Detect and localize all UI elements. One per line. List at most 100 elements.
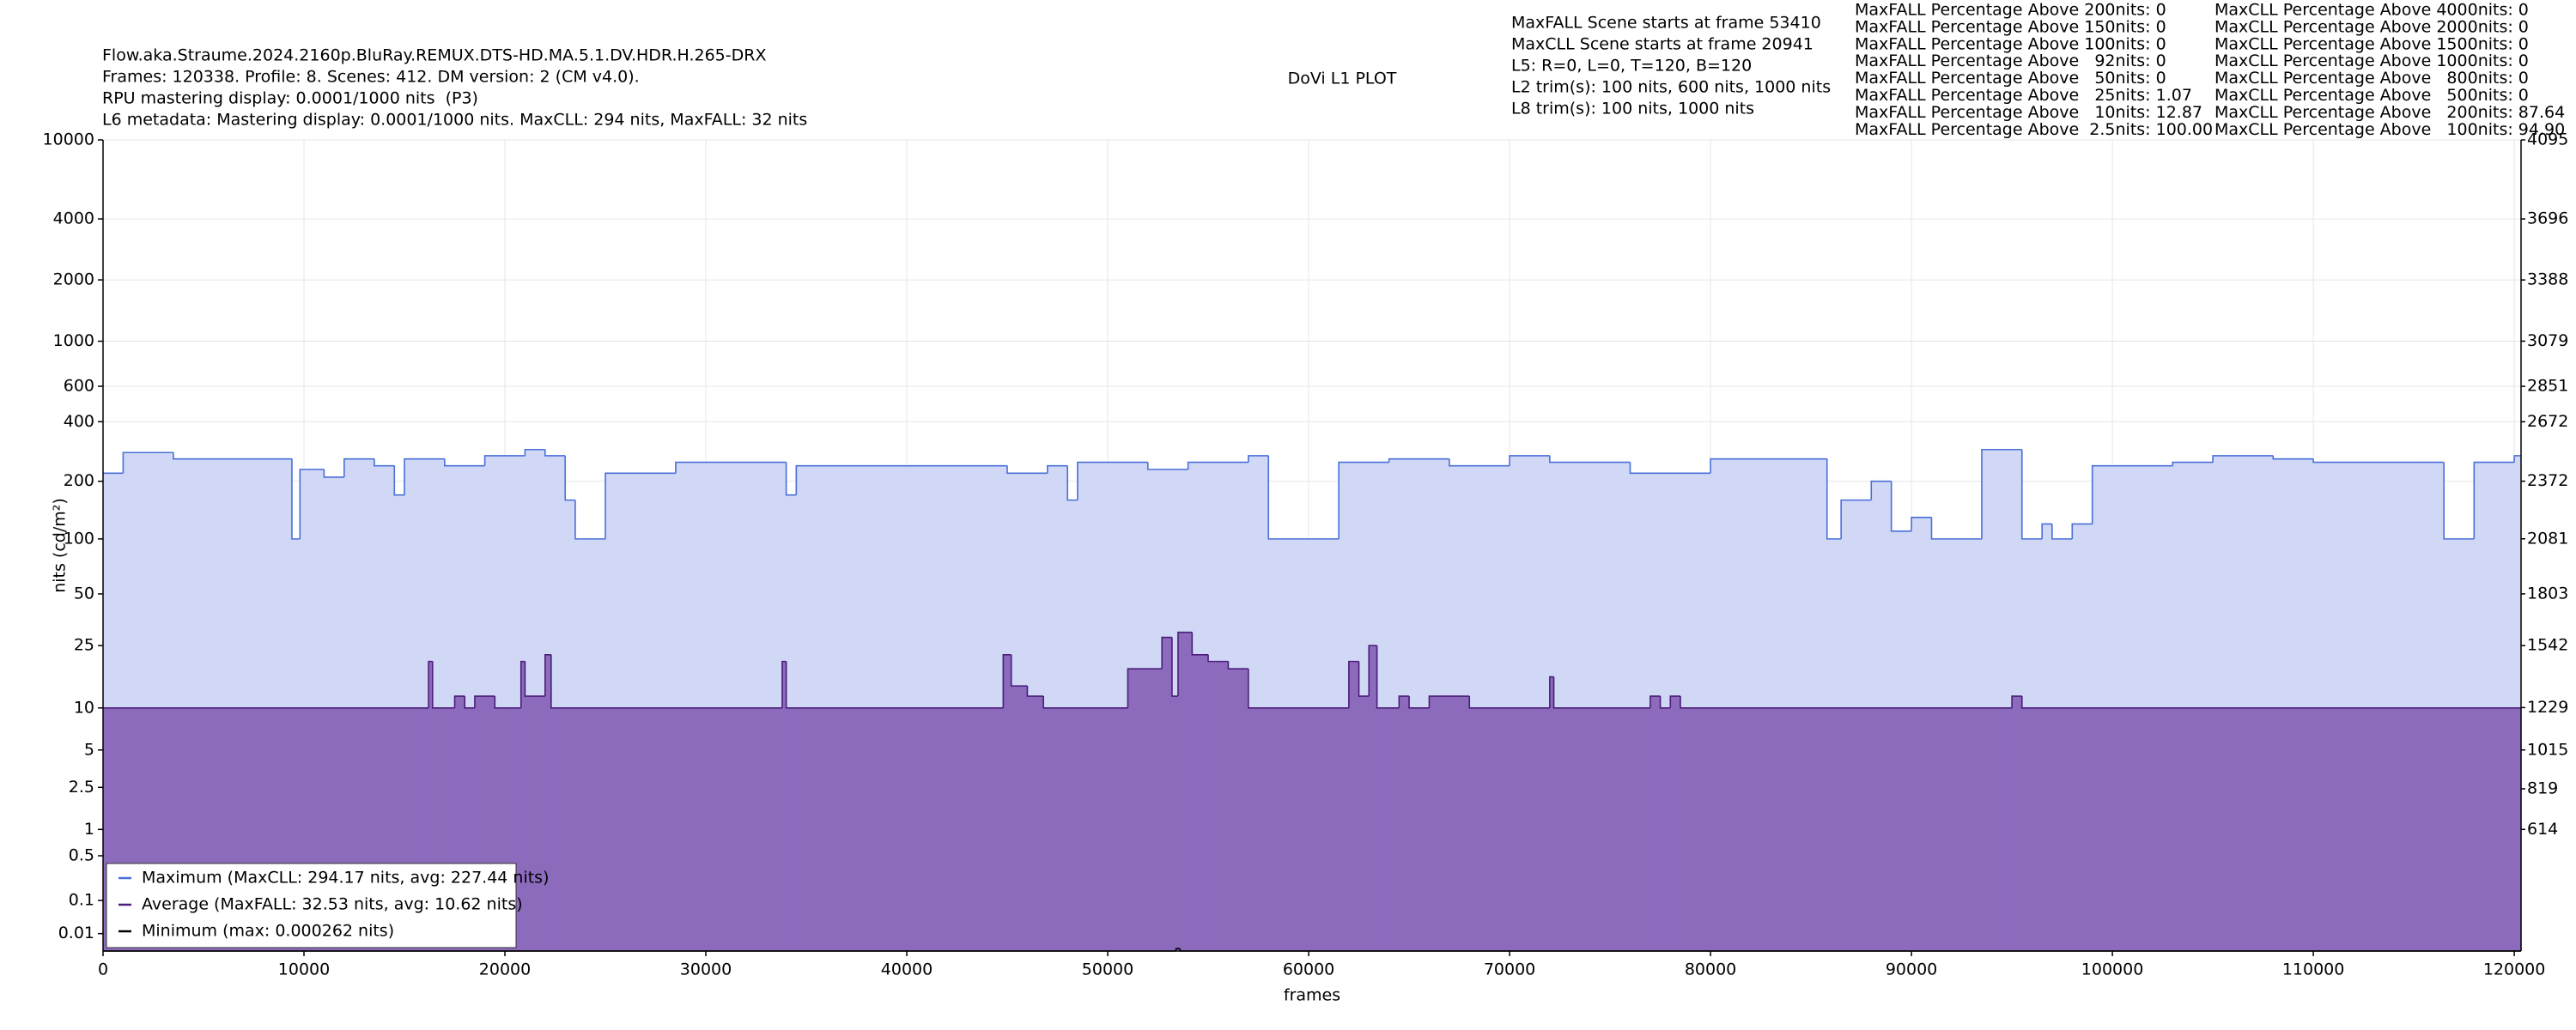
step-area [1358, 696, 1370, 951]
x-tick-label: 40000 [881, 960, 933, 979]
step-line [2020, 696, 2521, 709]
maxfall-percentage: MaxFALL Percentage Above 25nits: 1.07 [1855, 86, 2192, 105]
step-line [323, 469, 344, 478]
step-line [795, 464, 908, 495]
y2-tick-label: 2672 [2527, 412, 2568, 431]
step-line [2513, 455, 2521, 463]
chart-title: DoVi L1 PLOT [1288, 70, 1397, 88]
x-tick-label: 70000 [1484, 960, 1535, 979]
step-area [786, 707, 1004, 951]
step-line [1680, 696, 2013, 709]
step-line [1398, 695, 1410, 708]
maxcll-percentage: MaxCLL Percentage Above 200nits: 87.64 [2215, 103, 2565, 122]
step-line [1010, 654, 1028, 687]
step-line [1449, 458, 1510, 467]
step-line [1042, 696, 1128, 709]
y-tick-label: 400 [64, 412, 94, 431]
step-line [483, 455, 526, 466]
step-line [564, 455, 575, 501]
step-line [1388, 457, 1449, 463]
step-line [1066, 465, 1078, 501]
y2-tick-label: 1229 [2527, 698, 2568, 717]
info-line: L8 trim(s): 100 nits, 1000 nits [1511, 100, 1754, 118]
step-line [574, 500, 606, 540]
y-tick-label: 2000 [53, 270, 94, 289]
step-area [781, 661, 787, 951]
header-line: RPU mastering display: 0.0001/1000 nits … [102, 89, 478, 108]
step-area [1469, 707, 1551, 951]
info-line: L2 trim(s): 100 nits, 600 nits, 1000 nit… [1511, 78, 1831, 97]
x-tick-label: 0 [98, 960, 108, 979]
maxfall-percentage: MaxFALL Percentage Above 2.5nits: 100.00 [1855, 120, 2213, 139]
y-tick-label: 0.1 [69, 891, 94, 910]
step-line [785, 462, 797, 496]
step-line [122, 451, 173, 474]
step-line [404, 457, 445, 495]
maxcll-percentage: MaxCLL Percentage Above 1000nits: 0 [2215, 52, 2529, 70]
step-line [1826, 458, 1842, 540]
maxcll-percentage: MaxCLL Percentage Above 100nits: 94.90 [2215, 120, 2565, 139]
step-line [494, 696, 521, 709]
legend-label: Average (MaxFALL: 32.53 nits, avg: 10.62… [142, 895, 523, 914]
step-area [1399, 696, 1410, 951]
step-area [1177, 632, 1193, 951]
info-line: L5: R=0, L=0, T=120, B=120 [1511, 57, 1752, 76]
step-line [1006, 465, 1048, 475]
legend: Maximum (MaxCLL: 294.17 nits, avg: 227.4… [106, 863, 550, 948]
step-area [1003, 654, 1012, 951]
header-line: L6 metadata: Mastering display: 0.0001/1… [102, 111, 807, 130]
step-line [1840, 499, 1872, 539]
y2-tick-label: 2851 [2527, 377, 2568, 396]
x-tick-label: 50000 [1082, 960, 1133, 979]
step-area [1011, 686, 1029, 951]
y2-tick-label: 2372 [2527, 471, 2568, 490]
step-area [550, 707, 783, 951]
y2-tick-label: 2081 [2527, 529, 2568, 548]
step-line [2051, 524, 2073, 540]
step-area [1171, 696, 1179, 951]
legend-box [106, 863, 517, 948]
step-line [431, 661, 455, 709]
step-line [1177, 631, 1193, 697]
y-tick-label: 4000 [53, 209, 94, 228]
step-line [1248, 669, 1349, 709]
step-line [2091, 464, 2173, 524]
step-line [544, 653, 551, 697]
y2-tick-label: 819 [2527, 779, 2558, 798]
step-line [1408, 696, 1430, 709]
step-line [1127, 668, 1163, 708]
step-line [1981, 448, 2022, 539]
maxcll-percentage: MaxCLL Percentage Above 500nits: 0 [2215, 86, 2529, 105]
step-line [444, 458, 485, 467]
step-line [519, 660, 526, 708]
step-area [1660, 707, 1671, 951]
x-tick-label: 90000 [1886, 960, 1937, 979]
step-line [524, 661, 545, 697]
step-line [1659, 696, 1671, 709]
step-line [1911, 516, 1932, 531]
y-tick-label: 0.5 [69, 846, 94, 865]
step-line [1248, 455, 1269, 463]
step-line [2312, 458, 2415, 464]
step-line [2071, 523, 2093, 539]
step-line [374, 458, 395, 467]
maxfall-percentage: MaxFALL Percentage Above 10nits: 12.87 [1855, 103, 2202, 122]
step-line [1649, 695, 1661, 708]
step-line [1047, 464, 1068, 474]
y2-tick-label: 3696 [2527, 209, 2568, 228]
maxfall-percentage: MaxFALL Percentage Above 92nits: 0 [1855, 52, 2166, 70]
y-tick-label: 200 [64, 471, 94, 490]
step-line [1549, 676, 1554, 708]
step-line [2212, 455, 2274, 463]
step-line [428, 660, 433, 708]
step-line [2473, 461, 2515, 539]
step-area [2012, 696, 2023, 951]
y-tick-label: 10000 [43, 130, 94, 149]
step-line [2172, 461, 2214, 466]
step-line [550, 654, 782, 709]
step-line [1358, 661, 1370, 697]
info-line: MaxFALL Scene starts at frame 53410 [1511, 14, 1821, 33]
x-tick-label: 60000 [1283, 960, 1334, 979]
step-area [1228, 669, 1249, 951]
